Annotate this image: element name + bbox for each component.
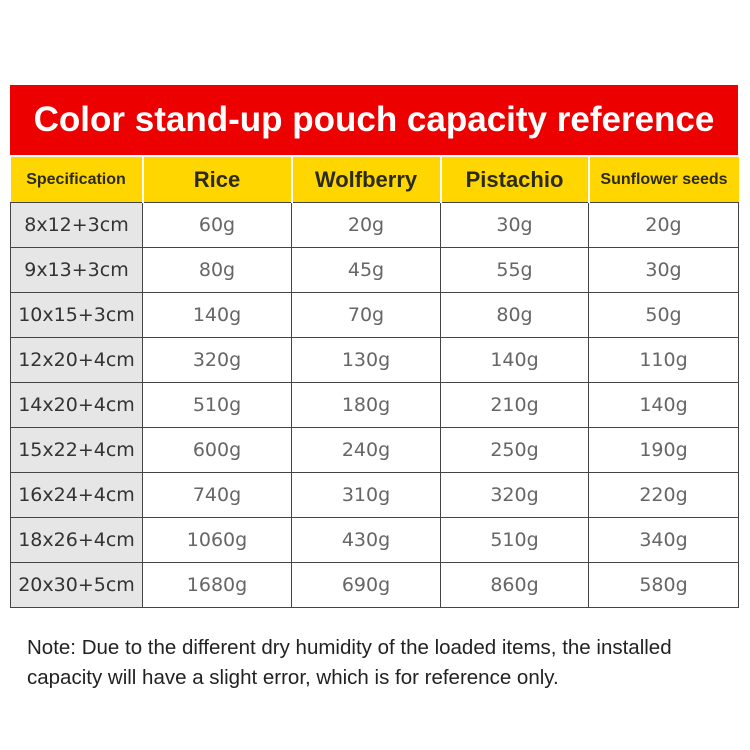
table-row: 20x30+5cm 1680g 690g 860g 580g — [10, 562, 739, 608]
capacity-table: Specification Rice Wolfberry Pistachio Sunfl… — [10, 157, 739, 608]
capacity-cell: 30g — [440, 202, 589, 248]
note-text: Note: Due to the different dry humidity … — [27, 636, 672, 689]
page-title: Color stand-up pouch capacity reference — [33, 100, 715, 139]
capacity-cell: 110g — [588, 337, 739, 383]
capacity-cell: 20g — [291, 202, 441, 248]
capacity-cell: 740g — [142, 472, 292, 518]
capacity-cell: 190g — [588, 427, 739, 473]
table-row: 15x22+4cm 600g 240g 250g 190g — [10, 427, 739, 473]
capacity-cell: 80g — [142, 247, 292, 293]
column-header: Pistachio — [439, 157, 589, 203]
capacity-cell: 580g — [588, 562, 739, 608]
capacity-cell: 310g — [291, 472, 441, 518]
spec-cell: 14x20+4cm — [10, 382, 143, 428]
title-banner: Color stand-up pouch capacity reference — [10, 85, 738, 155]
capacity-cell: 210g — [440, 382, 589, 428]
capacity-cell: 60g — [142, 202, 292, 248]
spec-cell: 12x20+4cm — [10, 337, 143, 383]
column-header: Sunflower seeds — [587, 157, 739, 203]
capacity-cell: 140g — [588, 382, 739, 428]
capacity-cell: 600g — [142, 427, 292, 473]
capacity-cell: 240g — [291, 427, 441, 473]
header-row: Specification Rice Wolfberry Pistachio Sunfl… — [10, 157, 739, 203]
column-header: Specification — [10, 157, 143, 203]
capacity-cell: 860g — [440, 562, 589, 608]
table-row: 14x20+4cm 510g 180g 210g 140g — [10, 382, 739, 428]
table-row: 12x20+4cm 320g 130g 140g 110g — [10, 337, 739, 383]
table-row: 9x13+3cm 80g 45g 55g 30g — [10, 247, 739, 293]
capacity-cell: 30g — [588, 247, 739, 293]
spec-cell: 18x26+4cm — [10, 517, 143, 563]
capacity-cell: 140g — [440, 337, 589, 383]
column-header: Rice — [141, 157, 292, 203]
spec-cell: 8x12+3cm — [10, 202, 143, 248]
capacity-cell: 130g — [291, 337, 441, 383]
capacity-cell: 250g — [440, 427, 589, 473]
capacity-cell: 430g — [291, 517, 441, 563]
table-row: 10x15+3cm 140g 70g 80g 50g — [10, 292, 739, 338]
capacity-cell: 55g — [440, 247, 589, 293]
capacity-cell: 320g — [142, 337, 292, 383]
capacity-cell: 20g — [588, 202, 739, 248]
capacity-cell: 70g — [291, 292, 441, 338]
capacity-cell: 510g — [142, 382, 292, 428]
spec-cell: 10x15+3cm — [10, 292, 143, 338]
spec-cell: 9x13+3cm — [10, 247, 143, 293]
capacity-cell: 45g — [291, 247, 441, 293]
column-header: Wolfberry — [290, 157, 441, 203]
table-row: 18x26+4cm 1060g 430g 510g 340g — [10, 517, 739, 563]
capacity-cell: 80g — [440, 292, 589, 338]
spec-cell: 16x24+4cm — [10, 472, 143, 518]
capacity-cell: 140g — [142, 292, 292, 338]
spec-cell: 20x30+5cm — [10, 562, 143, 608]
capacity-cell: 180g — [291, 382, 441, 428]
capacity-cell: 1060g — [142, 517, 292, 563]
capacity-cell: 690g — [291, 562, 441, 608]
capacity-cell: 50g — [588, 292, 739, 338]
table-row: 8x12+3cm 60g 20g 30g 20g — [10, 202, 739, 248]
spec-cell: 15x22+4cm — [10, 427, 143, 473]
capacity-cell: 220g — [588, 472, 739, 518]
capacity-cell: 340g — [588, 517, 739, 563]
table-row: 16x24+4cm 740g 310g 320g 220g — [10, 472, 739, 518]
capacity-cell: 510g — [440, 517, 589, 563]
capacity-cell: 320g — [440, 472, 589, 518]
capacity-cell: 1680g — [142, 562, 292, 608]
